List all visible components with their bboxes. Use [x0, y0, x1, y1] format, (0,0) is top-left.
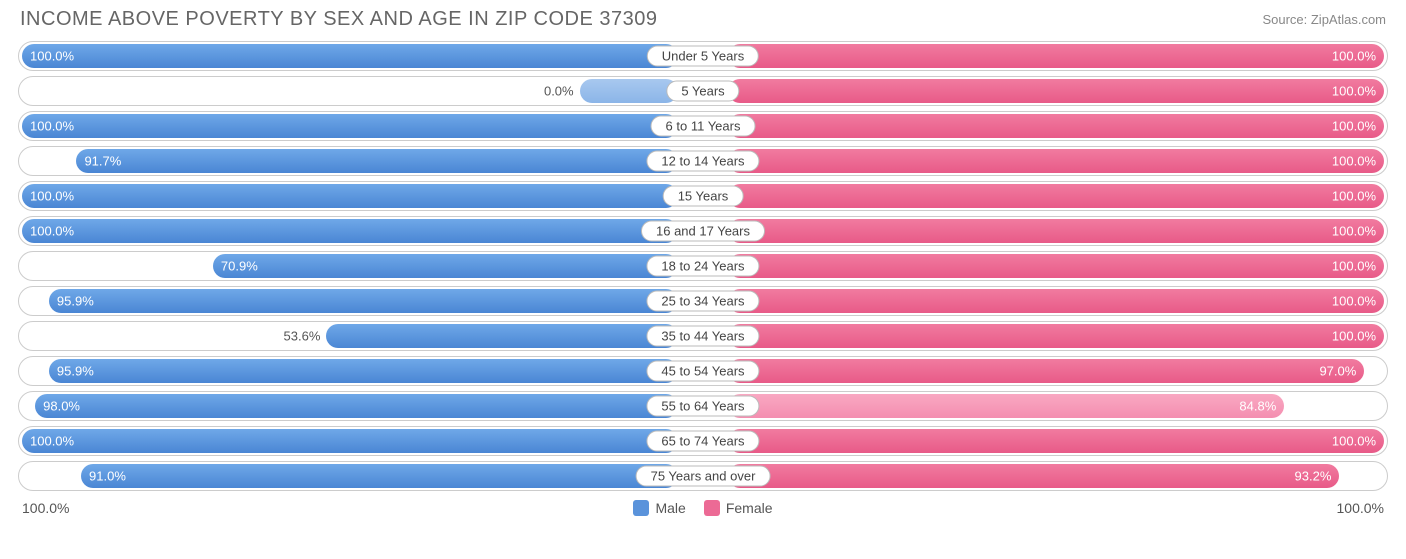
chart-source: Source: ZipAtlas.com	[1262, 12, 1386, 27]
female-value-label: 100.0%	[1332, 224, 1376, 239]
chart-row: 100.0% 100.0% 65 to 74 Years	[18, 426, 1388, 456]
legend-item-male: Male	[633, 500, 685, 516]
category-label: 6 to 11 Years	[651, 116, 756, 137]
female-value-label: 100.0%	[1332, 259, 1376, 274]
male-bar	[326, 324, 678, 348]
male-bar: 100.0%	[22, 114, 678, 138]
female-value-label: 100.0%	[1332, 84, 1376, 99]
male-value-label: 0.0%	[544, 84, 574, 99]
category-label: 15 Years	[663, 186, 744, 207]
female-value-label: 100.0%	[1332, 189, 1376, 204]
axis-label-left: 100.0%	[22, 500, 69, 516]
female-bar: 100.0%	[728, 219, 1384, 243]
category-label: 12 to 14 Years	[646, 151, 759, 172]
legend: Male Female	[633, 500, 772, 516]
male-bar: 100.0%	[22, 429, 678, 453]
male-bar: 100.0%	[22, 219, 678, 243]
female-bar: 100.0%	[728, 44, 1384, 68]
male-value-label: 70.9%	[221, 259, 258, 274]
category-label: 65 to 74 Years	[646, 431, 759, 452]
chart-row: 91.7% 100.0% 12 to 14 Years	[18, 146, 1388, 176]
male-value-label: 100.0%	[30, 119, 74, 134]
female-bar: 100.0%	[728, 79, 1384, 103]
chart-row: 100.0% 100.0% 6 to 11 Years	[18, 111, 1388, 141]
male-bar: 91.7%	[76, 149, 678, 173]
chart-footer: 100.0% Male Female 100.0%	[0, 496, 1406, 516]
female-value-label: 93.2%	[1295, 469, 1332, 484]
category-label: 35 to 44 Years	[646, 326, 759, 347]
category-label: Under 5 Years	[647, 46, 759, 67]
legend-item-female: Female	[704, 500, 773, 516]
female-bar: 93.2%	[728, 464, 1339, 488]
chart-row: 100.0% 100.0% 15 Years	[18, 181, 1388, 211]
axis-label-right: 100.0%	[1337, 500, 1384, 516]
female-value-label: 100.0%	[1332, 329, 1376, 344]
female-value-label: 100.0%	[1332, 49, 1376, 64]
male-value-label: 100.0%	[30, 49, 74, 64]
legend-label-male: Male	[655, 500, 685, 516]
male-bar: 100.0%	[22, 184, 678, 208]
male-value-label: 53.6%	[284, 329, 321, 344]
chart-area: 100.0% 100.0% Under 5 Years 0.0% 100.0% 5 Yea…	[0, 35, 1406, 491]
female-bar: 100.0%	[728, 114, 1384, 138]
male-value-label: 100.0%	[30, 434, 74, 449]
chart-row: 100.0% 100.0% 16 and 17 Years	[18, 216, 1388, 246]
female-bar: 100.0%	[728, 324, 1384, 348]
male-value-label: 98.0%	[43, 399, 80, 414]
category-label: 16 and 17 Years	[641, 221, 765, 242]
category-label: 55 to 64 Years	[646, 396, 759, 417]
female-bar: 100.0%	[728, 254, 1384, 278]
male-bar	[580, 79, 678, 103]
chart-row: 100.0% 100.0% Under 5 Years	[18, 41, 1388, 71]
chart-row: 95.9% 97.0% 45 to 54 Years	[18, 356, 1388, 386]
chart-row: 53.6% 100.0% 35 to 44 Years	[18, 321, 1388, 351]
chart-header: INCOME ABOVE POVERTY BY SEX AND AGE IN Z…	[0, 0, 1406, 35]
female-value-label: 100.0%	[1332, 154, 1376, 169]
female-bar: 84.8%	[728, 394, 1284, 418]
female-value-label: 97.0%	[1319, 364, 1356, 379]
male-bar: 91.0%	[81, 464, 678, 488]
chart-row: 70.9% 100.0% 18 to 24 Years	[18, 251, 1388, 281]
female-bar: 97.0%	[728, 359, 1364, 383]
male-bar: 95.9%	[49, 359, 678, 383]
male-value-label: 91.0%	[89, 469, 126, 484]
male-bar: 100.0%	[22, 44, 678, 68]
chart-row: 91.0% 93.2% 75 Years and over	[18, 461, 1388, 491]
female-value-label: 100.0%	[1332, 294, 1376, 309]
chart-row: 0.0% 100.0% 5 Years	[18, 76, 1388, 106]
category-label: 18 to 24 Years	[646, 256, 759, 277]
chart-row: 98.0% 84.8% 55 to 64 Years	[18, 391, 1388, 421]
male-bar: 70.9%	[213, 254, 678, 278]
male-value-label: 95.9%	[57, 364, 94, 379]
female-bar: 100.0%	[728, 184, 1384, 208]
category-label: 25 to 34 Years	[646, 291, 759, 312]
male-value-label: 95.9%	[57, 294, 94, 309]
legend-label-female: Female	[726, 500, 773, 516]
female-bar: 100.0%	[728, 429, 1384, 453]
chart-title: INCOME ABOVE POVERTY BY SEX AND AGE IN Z…	[20, 8, 657, 31]
male-value-label: 100.0%	[30, 224, 74, 239]
female-value-label: 100.0%	[1332, 119, 1376, 134]
category-label: 75 Years and over	[636, 466, 771, 487]
female-bar: 100.0%	[728, 289, 1384, 313]
swatch-male	[633, 500, 649, 516]
category-label: 5 Years	[666, 81, 739, 102]
male-bar: 98.0%	[35, 394, 678, 418]
female-value-label: 100.0%	[1332, 434, 1376, 449]
male-value-label: 100.0%	[30, 189, 74, 204]
category-label: 45 to 54 Years	[646, 361, 759, 382]
male-value-label: 91.7%	[84, 154, 121, 169]
female-bar: 100.0%	[728, 149, 1384, 173]
female-value-label: 84.8%	[1239, 399, 1276, 414]
male-bar: 95.9%	[49, 289, 678, 313]
chart-row: 95.9% 100.0% 25 to 34 Years	[18, 286, 1388, 316]
swatch-female	[704, 500, 720, 516]
